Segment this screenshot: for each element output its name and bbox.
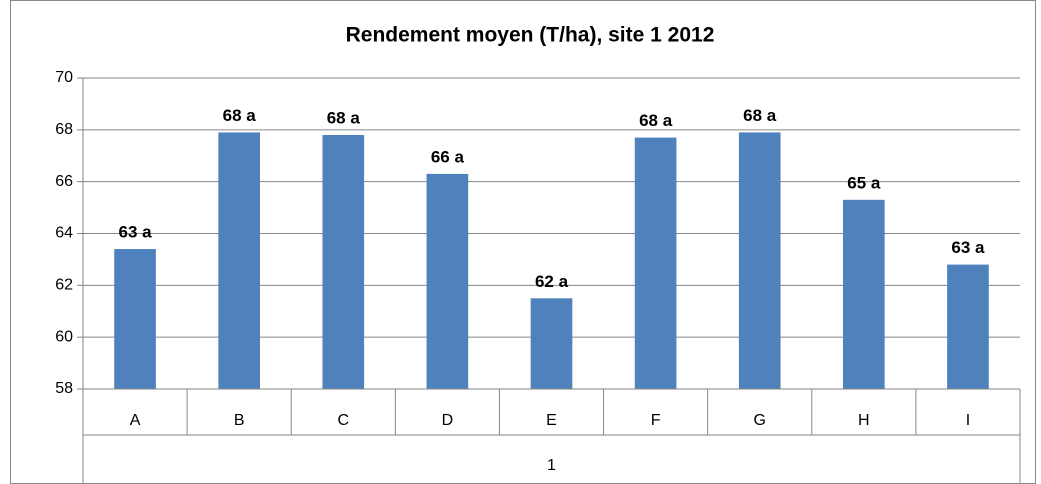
y-tick-label: 70 xyxy=(55,69,73,86)
y-tick-label: 60 xyxy=(55,328,73,345)
value-label: 65 a xyxy=(847,173,881,192)
x-tick-label: A xyxy=(130,412,141,429)
value-label: 68 a xyxy=(327,109,361,128)
y-tick-label: 64 xyxy=(55,225,73,242)
x-tick-label: I xyxy=(966,412,970,429)
bar xyxy=(738,132,781,390)
x-tick-label: H xyxy=(858,412,870,429)
bar xyxy=(114,249,156,389)
group-label: 1 xyxy=(547,457,556,474)
bar xyxy=(947,264,989,389)
bar xyxy=(634,137,677,389)
value-label: 68 a xyxy=(743,106,777,125)
value-label: 68 a xyxy=(639,111,673,130)
x-tick-label: F xyxy=(651,412,661,429)
bar xyxy=(218,132,260,390)
value-label: 63 a xyxy=(951,238,985,257)
x-tick-label: E xyxy=(546,412,557,429)
y-tick-label: 66 xyxy=(55,173,73,190)
value-label: 63 a xyxy=(119,223,153,242)
bar xyxy=(322,135,365,389)
y-tick-label: 68 xyxy=(55,121,73,138)
x-tick-label: D xyxy=(442,412,454,429)
x-tick-label: C xyxy=(337,412,349,429)
bar xyxy=(843,199,885,389)
chart-title: Rendement moyen (T/ha), site 1 2012 xyxy=(346,24,715,47)
y-tick-label: 62 xyxy=(55,277,73,294)
value-label: 68 a xyxy=(223,106,257,125)
x-tick-label: B xyxy=(234,412,245,429)
value-label: 66 a xyxy=(431,147,465,166)
y-tick-label: 58 xyxy=(55,380,73,397)
x-tick-label: G xyxy=(753,412,765,429)
bar xyxy=(426,173,469,389)
bar xyxy=(530,298,573,389)
value-label: 62 a xyxy=(535,272,569,291)
